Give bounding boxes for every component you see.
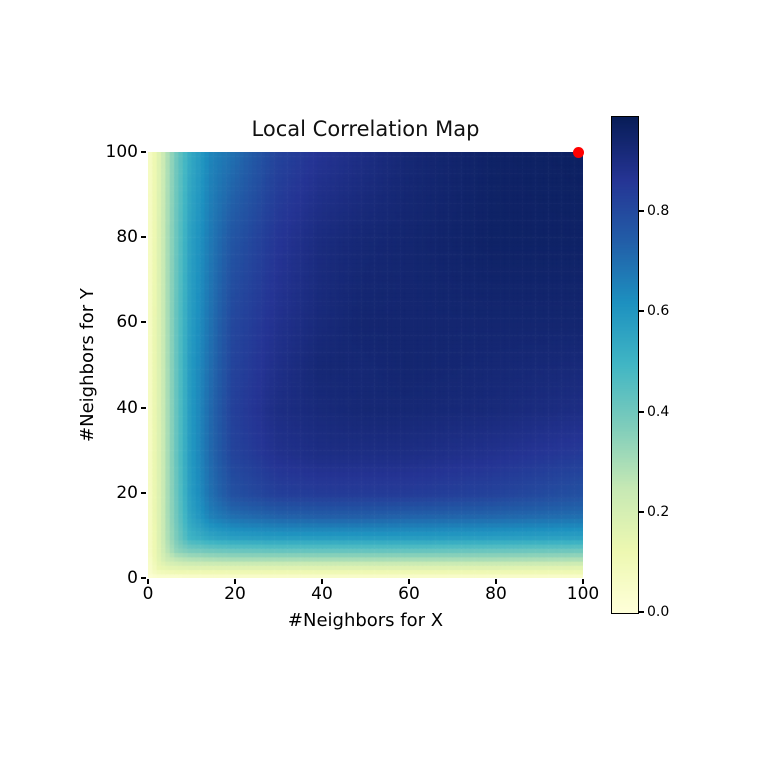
max-correlation-marker [573, 146, 585, 158]
x-tick-label: 60 [398, 584, 420, 604]
colorbar-tick-label: 0.0 [647, 604, 670, 620]
colorbar-canvas [612, 117, 638, 613]
chart-title: Local Correlation Map [251, 117, 480, 141]
y-axis-label: #Neighbors for Y [77, 288, 98, 442]
x-tick-mark [321, 579, 323, 584]
x-tick-label: 100 [566, 584, 600, 604]
colorbar [611, 116, 639, 614]
x-tick-label: 40 [311, 584, 333, 604]
y-tick-mark [141, 236, 146, 239]
y-tick-mark [141, 321, 146, 324]
colorbar-tick-mark [639, 210, 644, 213]
colorbar-tick-label: 0.4 [647, 403, 670, 420]
y-tick-mark [141, 151, 146, 153]
x-tick-mark [147, 579, 149, 584]
x-axis-label: #Neighbors for X [287, 610, 444, 631]
y-tick-label: 40 [116, 397, 138, 418]
y-tick-label: 80 [116, 227, 138, 248]
y-tick-mark [141, 577, 146, 579]
x-tick-mark [582, 579, 584, 584]
y-tick-mark [141, 406, 146, 409]
x-tick-label: 20 [224, 584, 246, 604]
y-tick-mark [141, 491, 146, 494]
colorbar-tick-mark [639, 410, 644, 413]
y-tick-label: 100 [105, 142, 138, 162]
colorbar-tick-label: 0.2 [647, 503, 670, 520]
colorbar-tick-label: 0.6 [647, 303, 670, 320]
x-tick-mark [495, 579, 497, 584]
x-tick-mark [408, 579, 410, 584]
y-tick-label: 20 [116, 482, 138, 503]
x-tick-mark [234, 579, 236, 584]
x-tick-label: 0 [142, 584, 154, 604]
y-tick-label: 60 [116, 312, 138, 333]
colorbar-tick-mark [639, 310, 644, 313]
colorbar-tick-label: 0.8 [647, 203, 670, 220]
x-tick-label: 80 [485, 584, 507, 604]
plot-area [148, 152, 583, 578]
colorbar-tick-mark [639, 611, 644, 613]
heatmap-canvas [148, 152, 583, 578]
colorbar-tick-mark [639, 510, 644, 513]
y-tick-label: 0 [127, 568, 138, 588]
